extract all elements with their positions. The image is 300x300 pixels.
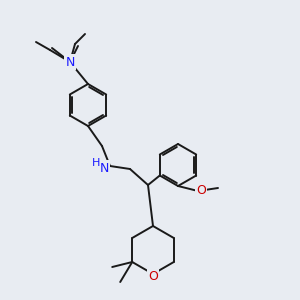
Text: N: N [99, 161, 109, 175]
Text: H: H [92, 158, 100, 168]
Text: N: N [65, 56, 75, 68]
Text: O: O [148, 269, 158, 283]
Text: O: O [196, 184, 206, 197]
